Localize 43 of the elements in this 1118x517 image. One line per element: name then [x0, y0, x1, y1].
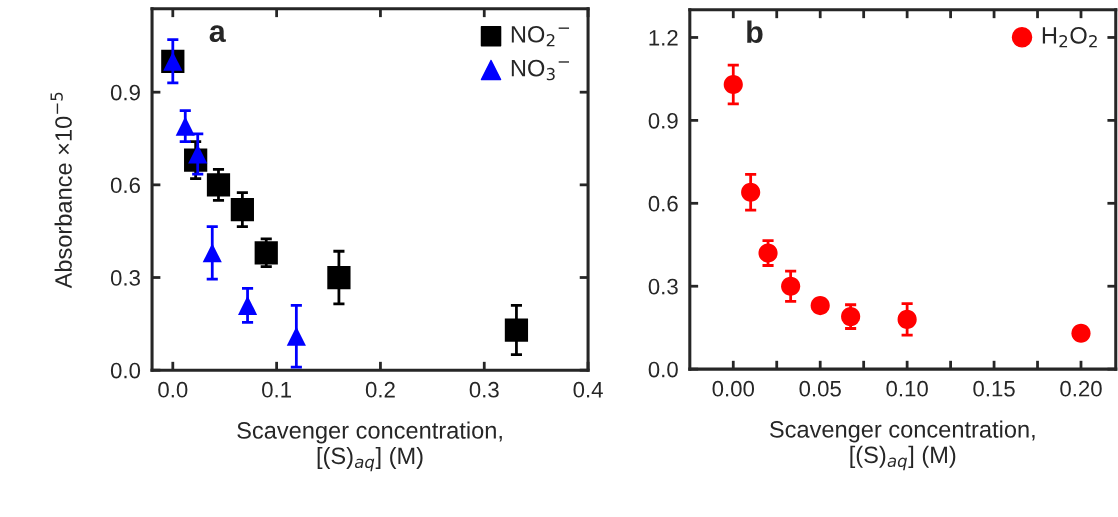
point: [723, 74, 743, 95]
point: [286, 326, 306, 346]
point: [202, 243, 222, 263]
x-tick-label: 0.00: [712, 380, 755, 397]
point: [327, 265, 351, 290]
y-tick-label: 0.9: [110, 84, 140, 101]
chart-title: b: [747, 20, 763, 44]
chart-title: a: [209, 25, 226, 43]
x-tick-label: 0.15: [973, 380, 1015, 397]
point: [254, 241, 278, 265]
x-axis-title: Scavenger concentration, [(S)$_{aq}$] (M): [769, 420, 1035, 471]
point: [897, 309, 917, 329]
x-tick-label: 0.2: [365, 381, 395, 398]
y-tick-label: 1.2: [649, 30, 678, 46]
y-tick-label: 0.0: [648, 361, 678, 378]
y-tick-label: 0.9: [648, 112, 678, 129]
y-tick-label: 0.0: [110, 362, 141, 379]
x-tick-label: 0.3: [469, 381, 499, 398]
x-tick-label: 0.05: [799, 380, 841, 397]
point: [188, 144, 208, 164]
x-tick-label: 0.20: [1060, 380, 1102, 397]
x-tick-label: 0.10: [886, 380, 928, 397]
x-tick-label: 0.0: [158, 381, 188, 398]
x-axis-title: Scavenger concentration, [(S)$_{aq}$] (M): [237, 421, 502, 472]
y-tick-label: 0.6: [110, 177, 140, 194]
legend-label: H$_{2}$O$_{2}$: [1042, 26, 1097, 48]
legend-label: NO$_{2}$$^{−}$: [511, 25, 570, 47]
x-tick-label: 0.4: [573, 381, 603, 398]
y-tick-label: 0.6: [648, 195, 678, 212]
y-tick-label: 0.3: [110, 270, 140, 286]
point: [237, 295, 258, 315]
point: [810, 295, 830, 316]
legend-label: NO$_{3}$$^{−}$: [511, 59, 570, 81]
point: [741, 182, 761, 202]
y-axis-title: Absorbance ×10$^{−5}$: [50, 92, 72, 289]
x-tick-label: 0.1: [262, 381, 291, 398]
point: [781, 276, 801, 296]
y-tick-label: 0.3: [648, 278, 678, 295]
point: [504, 318, 529, 342]
point: [175, 116, 195, 136]
point: [230, 197, 254, 222]
point: [1071, 323, 1091, 343]
point: [206, 173, 231, 197]
